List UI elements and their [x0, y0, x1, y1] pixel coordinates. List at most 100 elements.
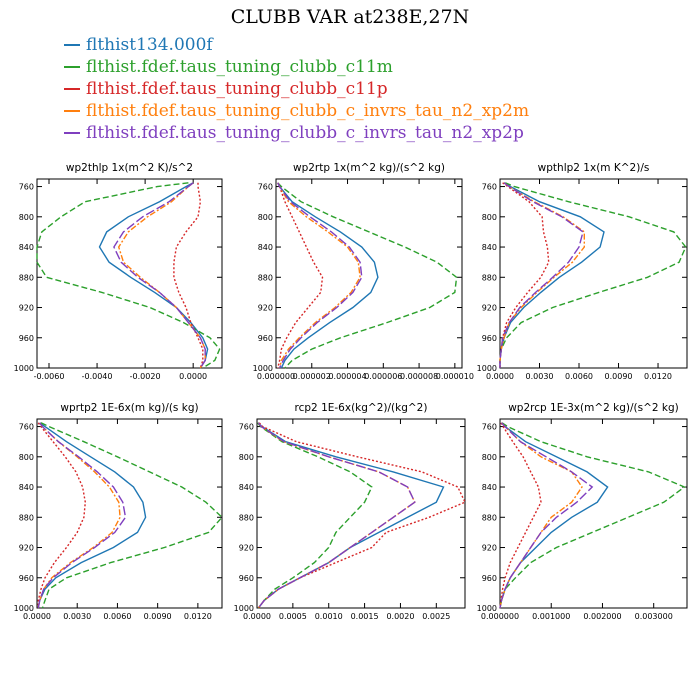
y-tick-label: 960	[19, 334, 34, 343]
chart-panel: wprtp2 1E-6x(m kg)/(s kg) 760 800 840 880 920…	[14, 402, 223, 621]
x-tick-label: 0.0090	[605, 372, 633, 381]
chart-panel: wpthlp2 1x(m K^2)/s 760 800 840 880 920 960 100…	[477, 162, 688, 381]
series-line	[499, 182, 550, 368]
series-line	[277, 182, 361, 369]
x-tick-label: 0.0030	[63, 612, 91, 621]
legend-label: flthist134.000f	[86, 35, 213, 55]
y-tick-label: 1000	[14, 364, 34, 373]
x-tick-label: 0.000004	[328, 372, 366, 381]
y-tick-label: 800	[482, 213, 497, 222]
legend-label: flthist.fdef.taus_tuning_clubb_c11m	[86, 57, 393, 77]
x-tick-label: 0.0060	[565, 372, 593, 381]
y-tick-label: 1000	[253, 364, 273, 373]
legend-item: flthist.fdef.taus_tuning_clubb_c_invrs_t…	[64, 122, 529, 144]
x-tick-label: 0.001000	[532, 612, 570, 621]
figure-title: CLUBB VAR at238E,27N	[230, 6, 470, 28]
x-tick-label: 0.0015	[351, 612, 379, 621]
legend-label: flthist.fdef.taus_tuning_clubb_c_invrs_t…	[86, 101, 530, 121]
chart-panel: wp2rtp 1x(m^2 kg)/(s^2 kg) 760 800 840 880 92…	[253, 162, 474, 381]
series-line	[499, 422, 542, 609]
x-tick-label: 0.0090	[144, 612, 172, 621]
y-tick-label: 760	[258, 183, 273, 192]
x-tick-label: 0.000000	[257, 372, 295, 381]
plot-frame	[499, 418, 688, 609]
series-line	[277, 182, 458, 369]
chart-panel: wp2rcp 1E-3x(m^2 kg)/(s^2 kg) 760 800 840 88…	[477, 402, 688, 621]
legend: flthist134.000f flthist.fdef.taus_tuning…	[64, 34, 529, 144]
y-tick-label: 960	[482, 334, 497, 343]
y-tick-label: 760	[482, 423, 497, 432]
series-line	[257, 422, 416, 609]
legend-label: flthist.fdef.taus_tuning_clubb_c_invrs_t…	[86, 123, 524, 143]
panel-title: wp2rtp 1x(m^2 kg)/(s^2 kg)	[293, 162, 445, 174]
y-tick-label: 800	[258, 213, 273, 222]
series-line	[277, 182, 324, 369]
y-tick-label: 840	[482, 243, 497, 252]
series-line	[499, 422, 686, 609]
x-tick-label: 0.0000	[23, 612, 51, 621]
y-tick-label: 800	[19, 453, 34, 462]
x-tick-label: 0.0000	[486, 372, 514, 381]
series-line	[36, 182, 221, 369]
series-line	[40, 422, 223, 609]
y-tick-label: 960	[239, 574, 254, 583]
y-tick-label: 880	[19, 273, 34, 282]
y-tick-label: 760	[19, 423, 34, 432]
y-tick-label: 960	[482, 574, 497, 583]
x-tick-label: 0.003000	[635, 612, 673, 621]
x-tick-label: 0.0120	[644, 372, 672, 381]
y-tick-label: 920	[19, 304, 34, 313]
series-line	[113, 182, 206, 369]
y-tick-label: 760	[19, 183, 34, 192]
x-tick-label: 0.0005	[279, 612, 307, 621]
y-tick-label: 840	[239, 483, 254, 492]
x-tick-label: 0.000010	[436, 372, 474, 381]
x-tick-label: 0.000008	[400, 372, 438, 381]
y-tick-label: 800	[239, 453, 254, 462]
series-line	[499, 182, 687, 368]
series-line	[173, 182, 204, 369]
y-tick-label: 880	[19, 513, 34, 522]
x-tick-label: -0.0020	[130, 372, 161, 381]
legend-swatch	[64, 66, 80, 68]
y-tick-label: 880	[482, 513, 497, 522]
x-tick-label: 0.0020	[386, 612, 414, 621]
y-tick-label: 1000	[234, 604, 254, 613]
legend-item: flthist.fdef.taus_tuning_clubb_c11m	[64, 56, 529, 78]
series-line	[98, 182, 209, 369]
series-line	[37, 422, 87, 608]
x-tick-label: 0.002000	[583, 612, 621, 621]
series-line	[37, 422, 147, 609]
series-line	[37, 422, 127, 609]
legend-label: flthist.fdef.taus_tuning_clubb_c11p	[86, 79, 388, 99]
y-tick-label: 760	[482, 183, 497, 192]
legend-item: flthist.fdef.taus_tuning_clubb_c_invrs_t…	[64, 100, 529, 122]
panel-title: wpthlp2 1x(m K^2)/s	[538, 162, 650, 174]
y-tick-label: 760	[239, 423, 254, 432]
series-line	[277, 182, 379, 369]
y-tick-label: 920	[482, 544, 497, 553]
x-tick-label: 0.000000	[481, 612, 519, 621]
series-line	[257, 422, 416, 609]
plot-frame	[256, 418, 466, 609]
y-tick-label: 840	[482, 483, 497, 492]
y-tick-label: 920	[19, 544, 34, 553]
y-tick-label: 880	[258, 273, 273, 282]
series-line	[499, 422, 594, 609]
x-tick-label: 0.0060	[103, 612, 131, 621]
series-line	[117, 182, 206, 369]
y-tick-label: 880	[239, 513, 254, 522]
y-tick-label: 800	[482, 453, 497, 462]
series-line	[257, 422, 466, 609]
x-tick-label: 0.000002	[293, 372, 331, 381]
y-tick-label: 1000	[14, 604, 34, 613]
plot-frame	[275, 178, 463, 369]
panel-title: rcp2 1E-6x(kg^2)/(kg^2)	[295, 402, 428, 414]
x-tick-label: 0.0000	[179, 372, 207, 381]
y-tick-label: 920	[258, 304, 273, 313]
x-tick-label: 0.0000	[243, 612, 271, 621]
y-tick-label: 920	[482, 304, 497, 313]
series-line	[499, 182, 605, 368]
series-line	[257, 422, 445, 609]
y-tick-label: 920	[239, 544, 254, 553]
